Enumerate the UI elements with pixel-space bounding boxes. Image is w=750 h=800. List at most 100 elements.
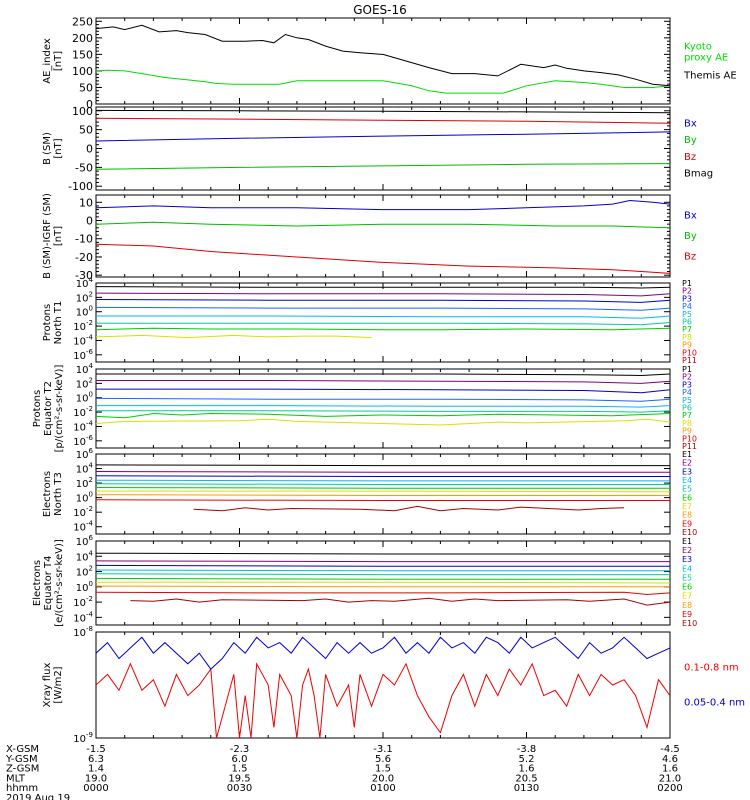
series-group	[96, 199, 670, 274]
ytick-label: -10	[75, 233, 93, 246]
time-tick-value: -3.1	[373, 744, 393, 755]
series-line-p7	[96, 412, 670, 419]
panel-bsm: -100 -50 0 50 100 B (SM)[nT] Bx By Bz Bmag	[42, 105, 713, 193]
ytick-label: 150	[72, 48, 93, 61]
legend-entry: P5	[682, 396, 692, 405]
legend-entry: By	[684, 231, 697, 242]
series-line-p3	[96, 299, 670, 303]
ytick-label: 10-6	[73, 434, 93, 448]
legend-entry: P2	[682, 287, 692, 296]
legend-entry: E10	[682, 619, 697, 628]
series-group	[96, 24, 670, 94]
ytick-label: 102	[76, 565, 93, 579]
legend-entry: P7	[682, 325, 692, 334]
legend-entry: E5	[682, 573, 692, 582]
series-line-p6	[96, 410, 670, 413]
series-line-bz	[96, 117, 670, 124]
legend-entry: Bz	[684, 252, 696, 263]
legend: 0.1-0.8 nm 0.05-0.4 nm	[684, 662, 745, 708]
series-line-e2	[96, 471, 670, 473]
legend-entry: P7	[682, 411, 692, 420]
series-line-p4	[96, 306, 670, 311]
series-line-bx	[96, 131, 670, 142]
legend-entry: P8	[682, 333, 692, 342]
legend-entry: P11	[682, 356, 697, 365]
legend-entry: E6	[682, 493, 692, 502]
legend-entry: E7	[682, 592, 692, 601]
date-label: 2019 Aug 19	[6, 793, 70, 800]
ytick-label: 10-9	[73, 731, 93, 745]
legend-entry: E2	[682, 546, 692, 555]
series-line-p4	[96, 397, 670, 402]
series-line-e4	[96, 479, 670, 482]
ytick-label: 10-4	[73, 333, 93, 347]
series-group	[96, 373, 670, 426]
series-line-e1	[96, 464, 670, 467]
series-line-p7	[96, 327, 670, 331]
ytick-label: 250	[72, 15, 93, 28]
series-line-e9	[96, 591, 670, 596]
series-line-p1	[96, 373, 670, 377]
legend-entry: E6	[682, 583, 692, 592]
ylabel: ElectronsNorth T3	[42, 471, 64, 517]
series-line-p2	[96, 380, 670, 384]
series-line-themis-ae	[96, 24, 670, 87]
ytick-label: 106	[76, 447, 94, 461]
time-tick-value: 1.5	[232, 764, 248, 775]
ytick-label: 10-2	[73, 405, 93, 419]
series-line-p1	[96, 286, 670, 289]
legend-entry: P3	[682, 294, 692, 303]
ylabel: ProtonsNorth T1	[42, 301, 64, 345]
ytick-label: 100	[76, 491, 93, 505]
legend-entry: E7	[682, 502, 692, 511]
ylabel: AE_index[nT]	[42, 38, 64, 84]
legend-entry: E1	[682, 450, 692, 459]
series-line-e2	[96, 560, 670, 563]
time-tick-value: 0030	[227, 783, 252, 794]
time-tick-value: 20.5	[515, 773, 537, 784]
legend-entry: E2	[682, 459, 692, 468]
ylabel: ElectronsEquator T4[e/(cm²-s-sr-keV)]	[32, 539, 65, 627]
series-line-e10	[130, 597, 670, 606]
ytick-label: 100	[72, 105, 93, 118]
series-line-e5	[96, 483, 670, 485]
series-line-bmag	[96, 109, 670, 114]
legend-entry: P11	[682, 442, 697, 451]
series-line-by	[96, 163, 670, 170]
ytick-label: 10-2	[73, 319, 93, 333]
ytick-label: 10-2	[73, 505, 93, 519]
legend-entry: E8	[682, 511, 692, 520]
figure-title: GOES-16	[353, 3, 407, 17]
legend-entry: E3	[682, 467, 692, 476]
time-tick-value: 0000	[83, 783, 108, 794]
legend-entry: E9	[682, 610, 692, 619]
legend-entry: E1	[682, 537, 692, 546]
legend-entry: Bx	[684, 119, 697, 130]
series-line-p8	[96, 334, 372, 339]
time-tick-value: 1.4	[88, 764, 104, 775]
legend-entry: P8	[682, 419, 692, 428]
legend-entry: P2	[682, 373, 692, 382]
ytick-label: 102	[76, 476, 93, 490]
ytick-label: 0	[86, 143, 93, 156]
time-row-label: Y-GSM	[5, 754, 38, 765]
legend-entry: Bz	[684, 152, 696, 163]
panel-ae: 0 50 100 150 200 250 AE_index[nT] Kyoto proxy AE…	[42, 15, 737, 111]
time-tick-value: 19.0	[85, 773, 107, 784]
ytick-label: 10-4	[73, 520, 93, 534]
panel-frame	[95, 106, 671, 191]
time-tick-value: -1.5	[86, 744, 106, 755]
series-line-e8	[96, 494, 670, 496]
legend-entry: P3	[682, 380, 692, 389]
ytick-label: 10-4	[73, 610, 93, 624]
ytick-label: -20	[75, 251, 93, 264]
time-tick-value: 0100	[370, 783, 395, 794]
legend-entry: P9	[682, 341, 692, 350]
